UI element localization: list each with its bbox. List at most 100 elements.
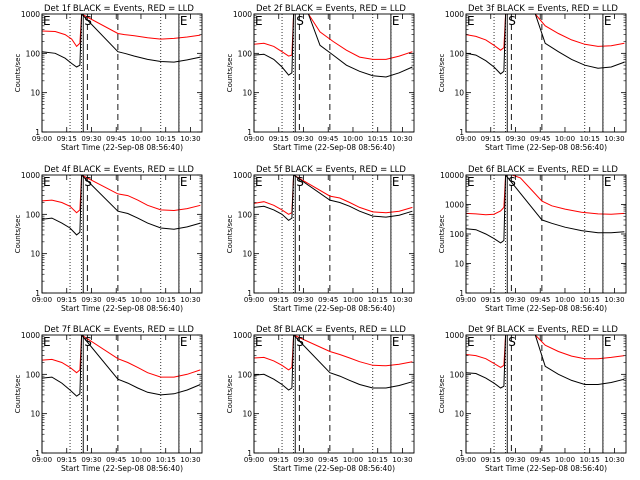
series-line-black <box>466 335 625 389</box>
y-tick-label: 10 <box>30 410 40 419</box>
y-tick-label: 1000 <box>21 331 40 340</box>
x-tick-label: 09:15 <box>481 296 501 304</box>
y-tick-label: 1000 <box>233 10 252 19</box>
x-tick-label: 10:30 <box>180 135 200 143</box>
x-axis-label: Start Time (22-Sep-08 08:56:40) <box>273 464 395 473</box>
y-tick-label: 1 <box>459 128 464 137</box>
series-line-black <box>466 175 625 244</box>
marker-label: S <box>508 14 516 28</box>
y-tick-label: 10 <box>454 410 464 419</box>
x-axis-label: Start Time (22-Sep-08 08:56:40) <box>273 143 395 152</box>
plot-frame <box>253 174 415 294</box>
marker-label: E <box>255 335 263 349</box>
series-line-red <box>466 175 625 216</box>
y-tick-label: 1 <box>459 289 464 298</box>
y-tick-label: 100 <box>450 370 465 379</box>
series-line-red <box>254 175 413 215</box>
marker-label: S <box>84 175 92 189</box>
y-tick-label: 1 <box>459 449 464 458</box>
x-tick-label: 09:45 <box>318 296 338 304</box>
x-tick-label: 09:45 <box>318 456 338 464</box>
y-axis-label: Counts/sec <box>226 54 234 93</box>
y-tick-label: 1 <box>247 449 252 458</box>
x-axis-label: Start Time (22-Sep-08 08:56:40) <box>61 304 183 313</box>
y-tick-label: 10 <box>242 410 252 419</box>
x-tick-label: 10:15 <box>580 456 600 464</box>
x-tick-label: 10:15 <box>580 135 600 143</box>
chart-title: Det 5f BLACK = Events, RED = LLD <box>256 165 406 175</box>
x-tick-label: 10:00 <box>555 456 575 464</box>
y-tick-label: 1 <box>247 289 252 298</box>
y-tick-label: 1 <box>35 128 40 137</box>
x-tick-label: 10:00 <box>131 135 151 143</box>
plot-area <box>254 335 413 453</box>
y-tick-label: 1 <box>35 289 40 298</box>
y-axis-label: Counts/sec <box>14 375 22 414</box>
x-tick-label: 09:45 <box>530 456 550 464</box>
x-tick-label: 09:30 <box>81 296 101 304</box>
plot-area <box>254 175 413 293</box>
x-tick-label: 10:00 <box>555 296 575 304</box>
marker-label: S <box>84 335 92 349</box>
x-tick-label: 09:00 <box>244 456 264 464</box>
x-axis-label: Start Time (22-Sep-08 08:56:40) <box>61 143 183 152</box>
marker-label: S <box>84 14 92 28</box>
series-line-red <box>466 14 625 51</box>
series-line-red <box>42 335 201 378</box>
y-axis-label: Counts/sec <box>438 375 446 414</box>
y-axis-label: Counts/sec <box>14 54 22 93</box>
x-axis-label: Start Time (22-Sep-08 08:56:40) <box>485 143 607 152</box>
x-tick-label: 09:45 <box>530 135 550 143</box>
x-tick-label: 10:00 <box>131 296 151 304</box>
y-tick-label: 100 <box>238 210 253 219</box>
marker-label: E <box>604 14 612 28</box>
plot-area <box>42 14 201 132</box>
x-tick-label: 09:30 <box>293 296 313 304</box>
plot-area <box>466 14 625 132</box>
x-tick-label: 09:30 <box>293 135 313 143</box>
chart-title: Det 3f BLACK = Events, RED = LLD <box>468 4 618 14</box>
chart-title: Det 8f BLACK = Events, RED = LLD <box>256 325 406 335</box>
y-axis-label: Counts/sec <box>226 375 234 414</box>
marker-label: E <box>180 175 188 189</box>
y-tick-label: 1000 <box>21 10 40 19</box>
marker-label: E <box>392 175 400 189</box>
x-axis-label: Start Time (22-Sep-08 08:56:40) <box>485 304 607 313</box>
y-tick-label: 1000 <box>445 10 464 19</box>
plot-area <box>466 175 625 293</box>
chart-title: Det 1f BLACK = Events, RED = LLD <box>44 4 194 14</box>
chart-title: Det 7f BLACK = Events, RED = LLD <box>44 325 194 335</box>
y-axis-label: Counts/sec <box>438 215 446 254</box>
x-tick-label: 09:15 <box>269 135 289 143</box>
y-tick-label: 1000 <box>445 331 464 340</box>
y-tick-label: 100 <box>238 370 253 379</box>
x-tick-label: 10:15 <box>156 296 176 304</box>
y-tick-label: 1000 <box>21 171 40 180</box>
x-tick-label: 09:30 <box>293 456 313 464</box>
x-tick-label: 09:15 <box>57 296 77 304</box>
x-tick-label: 10:30 <box>392 456 412 464</box>
chart-title: Det 2f BLACK = Events, RED = LLD <box>256 4 406 14</box>
marker-label: E <box>392 14 400 28</box>
y-tick-label: 100 <box>450 230 465 239</box>
marker-label: E <box>255 14 263 28</box>
series-line-red <box>42 14 201 48</box>
x-tick-label: 09:30 <box>505 135 525 143</box>
marker-label: S <box>296 335 304 349</box>
y-axis-label: Counts/sec <box>14 215 22 254</box>
x-tick-label: 09:30 <box>81 456 101 464</box>
marker-label: E <box>392 335 400 349</box>
plot-frame <box>465 13 627 133</box>
x-tick-label: 09:15 <box>269 296 289 304</box>
x-tick-label: 09:00 <box>244 296 264 304</box>
x-tick-label: 10:15 <box>368 135 388 143</box>
x-tick-label: 10:00 <box>555 135 575 143</box>
marker-label: E <box>180 14 188 28</box>
y-tick-label: 10 <box>454 260 464 269</box>
